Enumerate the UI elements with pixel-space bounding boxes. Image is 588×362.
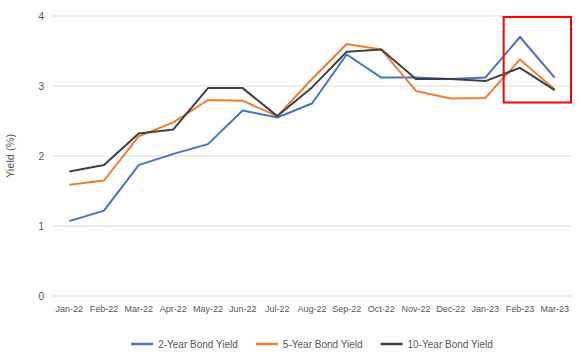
grid-line [52,226,572,227]
legend: 2-Year Bond Yield 5-Year Bond Yield 10-Yea… [131,339,493,350]
x-tick-label: Oct-22 [368,304,395,314]
grid-line [52,156,572,157]
legend-swatch [381,343,403,346]
y-tick-label: 0 [38,291,44,302]
series-line [69,50,554,172]
series-line [69,44,554,185]
legend-swatch [131,343,153,346]
series-line [69,37,554,221]
x-tick-label: Jul-22 [265,304,290,314]
y-tick-label: 2 [38,151,44,162]
y-tick-label: 1 [38,221,44,232]
y-tick-label: 3 [38,81,44,92]
x-tick-label: Mar-23 [540,304,569,314]
legend-label: 10-Year Bond Yield [408,339,493,350]
x-tick-label: Jan-22 [56,304,84,314]
x-tick-label: Jan-23 [472,304,500,314]
y-tick-label: 4 [38,11,44,22]
x-tick-label: Aug-22 [297,304,326,314]
x-tick-label: Nov-22 [401,304,430,314]
y-axis-label: Yield (%) [4,134,16,178]
x-tick-label: May-22 [193,304,223,314]
series-lines [69,37,554,221]
x-tick-label: Mar-22 [124,304,153,314]
x-tick-label: Dec-22 [436,304,465,314]
legend-swatch [256,343,278,346]
x-tick-label: Jun-22 [229,304,257,314]
x-tick-label: Feb-22 [90,304,119,314]
x-tick-label: Feb-23 [506,304,535,314]
highlight-rect [504,17,571,103]
legend-label: 2-Year Bond Yield [158,339,238,350]
grid-line [52,296,572,297]
grid [52,16,572,296]
chart-svg: 0 1 2 3 4 Yield (%) Jan-22 Feb-22 Mar-22 Apr-22 Ma… [0,0,588,362]
x-tick-label: Sep-22 [332,304,361,314]
highlight-group [504,17,571,103]
grid-line [52,16,572,17]
legend-label: 5-Year Bond Yield [283,339,363,350]
x-tick-label: Apr-22 [160,304,187,314]
chart-container: 0 1 2 3 4 Yield (%) Jan-22 Feb-22 Mar-22 Apr-22 Ma… [0,0,588,362]
